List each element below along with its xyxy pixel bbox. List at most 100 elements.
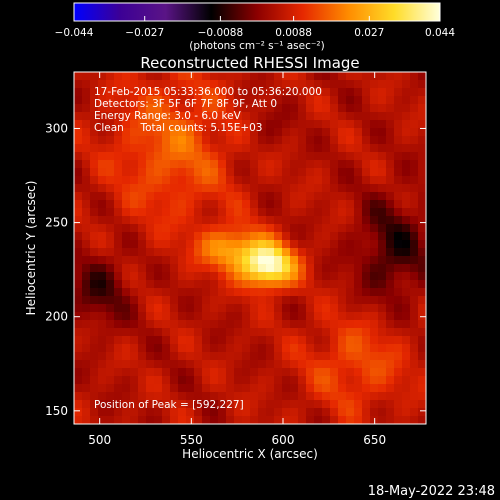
- heatmap-cell: [274, 272, 283, 281]
- heatmap-cell: [138, 344, 147, 353]
- heatmap-cell: [74, 392, 83, 401]
- heatmap-cell: [226, 240, 235, 249]
- heatmap-cell: [170, 168, 179, 177]
- heatmap-cell: [138, 168, 147, 177]
- heatmap-cell: [178, 152, 187, 161]
- heatmap-cell: [266, 248, 275, 257]
- heatmap-cell: [202, 368, 211, 377]
- heatmap-cell: [402, 136, 411, 145]
- heatmap-cell: [282, 376, 291, 385]
- heatmap-cell: [402, 256, 411, 265]
- heatmap-cell: [378, 120, 387, 129]
- heatmap-cell: [146, 384, 155, 393]
- heatmap-cell: [258, 224, 267, 233]
- heatmap-cell: [346, 216, 355, 225]
- heatmap-cell: [234, 368, 243, 377]
- heatmap-cell: [186, 80, 195, 89]
- heatmap-cell: [226, 352, 235, 361]
- heatmap-cell: [338, 248, 347, 257]
- heatmap-cell: [258, 192, 267, 201]
- heatmap-cell: [170, 360, 179, 369]
- heatmap-cell: [338, 96, 347, 105]
- heatmap-cell: [74, 376, 83, 385]
- heatmap-cell: [82, 232, 91, 241]
- heatmap-cell: [418, 112, 426, 121]
- heatmap-cell: [98, 112, 107, 121]
- heatmap-cell: [162, 232, 171, 241]
- heatmap-cell: [410, 384, 419, 393]
- heatmap-cell: [330, 416, 339, 424]
- heatmap-cell: [106, 376, 115, 385]
- heatmap-cell: [154, 256, 163, 265]
- heatmap-cell: [202, 112, 211, 121]
- heatmap-cell: [322, 400, 331, 409]
- heatmap-cell: [194, 304, 203, 313]
- heatmap-cell: [178, 88, 187, 97]
- heatmap-cell: [298, 384, 307, 393]
- heatmap-cell: [202, 272, 211, 281]
- heatmap-cell: [186, 352, 195, 361]
- heatmap-cell: [74, 360, 83, 369]
- heatmap-cell: [82, 216, 91, 225]
- heatmap-cell: [386, 88, 395, 97]
- heatmap-cell: [322, 136, 331, 145]
- heatmap-cell: [330, 152, 339, 161]
- heatmap-cell: [250, 384, 259, 393]
- heatmap-cell: [306, 120, 315, 129]
- heatmap-cell: [162, 104, 171, 113]
- heatmap-cell: [218, 128, 227, 137]
- heatmap-cell: [418, 224, 426, 233]
- heatmap-cell: [346, 160, 355, 169]
- heatmap-cell: [394, 376, 403, 385]
- heatmap-cell: [178, 232, 187, 241]
- heatmap-cell: [146, 144, 155, 153]
- heatmap-cell: [154, 416, 163, 424]
- heatmap-cell: [410, 312, 419, 321]
- heatmap-cell: [266, 168, 275, 177]
- heatmap-cell: [226, 96, 235, 105]
- heatmap-cell: [418, 408, 426, 417]
- heatmap-cell: [194, 136, 203, 145]
- heatmap-cell: [154, 344, 163, 353]
- heatmap-cell: [394, 128, 403, 137]
- heatmap-cell: [250, 184, 259, 193]
- heatmap-cell: [386, 176, 395, 185]
- heatmap-cell: [114, 288, 123, 297]
- heatmap-cell: [138, 400, 147, 409]
- heatmap-cell: [146, 248, 155, 257]
- heatmap-cell: [306, 320, 315, 329]
- heatmap-cell: [298, 176, 307, 185]
- heatmap-cell: [378, 152, 387, 161]
- heatmap-cell: [394, 208, 403, 217]
- heatmap-cell: [130, 368, 139, 377]
- heatmap-cell: [354, 392, 363, 401]
- heatmap-cell: [186, 120, 195, 129]
- heatmap-cell: [362, 232, 371, 241]
- y-tick-label: 300: [45, 121, 68, 135]
- heatmap-cell: [402, 200, 411, 209]
- heatmap-cell: [250, 144, 259, 153]
- heatmap-cell: [210, 240, 219, 249]
- heatmap-cell: [370, 376, 379, 385]
- heatmap-cell: [290, 376, 299, 385]
- heatmap-cell: [258, 144, 267, 153]
- heatmap-cell: [130, 248, 139, 257]
- heatmap-cell: [154, 264, 163, 273]
- heatmap-cell: [106, 296, 115, 305]
- heatmap-cell: [418, 88, 426, 97]
- heatmap-cell: [74, 352, 83, 361]
- heatmap-cell: [290, 240, 299, 249]
- heatmap-cell: [298, 88, 307, 97]
- heatmap-cell: [314, 240, 323, 249]
- heatmap-cell: [282, 336, 291, 345]
- heatmap-cell: [274, 264, 283, 273]
- heatmap-cell: [194, 176, 203, 185]
- heatmap-cell: [122, 248, 131, 257]
- heatmap-cell: [306, 128, 315, 137]
- heatmap-cell: [378, 184, 387, 193]
- heatmap-cell: [298, 328, 307, 337]
- heatmap-cell: [130, 304, 139, 313]
- heatmap-cell: [250, 280, 259, 289]
- heatmap-cell: [146, 80, 155, 89]
